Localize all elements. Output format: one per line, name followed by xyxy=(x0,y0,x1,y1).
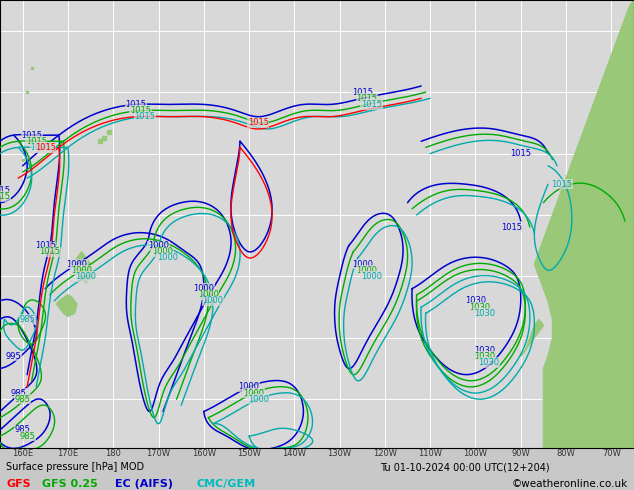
Text: 1030: 1030 xyxy=(479,358,500,367)
Text: 1030: 1030 xyxy=(469,303,491,312)
Text: 1015: 1015 xyxy=(21,131,42,140)
Text: 180: 180 xyxy=(105,448,121,458)
Text: 150W: 150W xyxy=(237,448,261,458)
Text: 1000: 1000 xyxy=(352,260,373,269)
Text: 160W: 160W xyxy=(191,448,216,458)
Text: 1000: 1000 xyxy=(157,253,178,263)
Text: 170W: 170W xyxy=(146,448,171,458)
Text: 110W: 110W xyxy=(418,448,442,458)
Text: 80W: 80W xyxy=(557,448,576,458)
Text: 1015: 1015 xyxy=(130,106,151,115)
Text: 1015: 1015 xyxy=(0,192,11,201)
Text: 1015: 1015 xyxy=(134,112,155,121)
Text: 985: 985 xyxy=(19,432,35,441)
Text: 995: 995 xyxy=(6,352,22,361)
Text: 1000: 1000 xyxy=(193,284,214,293)
Text: 1000: 1000 xyxy=(361,272,382,281)
Text: 90W: 90W xyxy=(512,448,530,458)
Text: CMC/GEM: CMC/GEM xyxy=(197,479,256,489)
Text: 1030: 1030 xyxy=(474,352,495,361)
Text: Surface pressure [hPa] MOD: Surface pressure [hPa] MOD xyxy=(6,462,145,472)
Text: 1015: 1015 xyxy=(361,100,382,109)
Text: 1015: 1015 xyxy=(0,186,11,195)
Polygon shape xyxy=(56,295,77,317)
Text: 985: 985 xyxy=(15,395,30,404)
Text: 1000: 1000 xyxy=(148,241,169,250)
Text: 985: 985 xyxy=(10,389,26,397)
Text: 1030: 1030 xyxy=(474,345,495,355)
Text: 985: 985 xyxy=(15,425,30,435)
Text: 1000: 1000 xyxy=(71,266,92,275)
Text: 1000: 1000 xyxy=(243,389,264,397)
Polygon shape xyxy=(521,319,543,356)
Text: 985: 985 xyxy=(19,315,35,324)
Text: 160E: 160E xyxy=(12,448,33,458)
Text: 1030: 1030 xyxy=(474,309,495,318)
Text: Tu 01-10-2024 00:00 UTC(12+204): Tu 01-10-2024 00:00 UTC(12+204) xyxy=(380,462,550,472)
Text: 1015: 1015 xyxy=(126,100,146,109)
Text: 1030: 1030 xyxy=(465,296,486,305)
Text: 1015: 1015 xyxy=(35,143,56,152)
Text: 170E: 170E xyxy=(57,448,79,458)
Text: 1000: 1000 xyxy=(153,247,174,256)
Text: 1015: 1015 xyxy=(510,149,531,158)
Text: 1000: 1000 xyxy=(248,395,269,404)
Polygon shape xyxy=(75,252,93,283)
Text: 1015: 1015 xyxy=(35,241,56,250)
Text: 1000: 1000 xyxy=(75,272,96,281)
Text: 1015: 1015 xyxy=(501,223,522,232)
Text: 1015: 1015 xyxy=(30,143,51,152)
Text: 1015: 1015 xyxy=(551,180,572,189)
Polygon shape xyxy=(534,0,634,448)
Text: 1015: 1015 xyxy=(26,137,47,146)
Text: 1015: 1015 xyxy=(39,247,60,256)
Text: 120W: 120W xyxy=(373,448,397,458)
Text: 1000: 1000 xyxy=(67,260,87,269)
Text: GFS: GFS xyxy=(6,479,31,489)
Text: 140W: 140W xyxy=(282,448,306,458)
Text: 1015: 1015 xyxy=(356,94,377,103)
Text: 1000: 1000 xyxy=(238,382,259,392)
Text: ©weatheronline.co.uk: ©weatheronline.co.uk xyxy=(512,479,628,489)
Text: 100W: 100W xyxy=(463,448,488,458)
Text: 130W: 130W xyxy=(328,448,352,458)
Text: 1000: 1000 xyxy=(202,296,223,305)
Text: 70W: 70W xyxy=(602,448,621,458)
Text: EC (AIFS): EC (AIFS) xyxy=(115,479,173,489)
Text: 1015: 1015 xyxy=(248,119,269,127)
Text: GFS 0.25: GFS 0.25 xyxy=(42,479,98,489)
Text: 1015: 1015 xyxy=(352,88,373,97)
Text: 1000: 1000 xyxy=(356,266,377,275)
Text: 1000: 1000 xyxy=(198,290,219,299)
